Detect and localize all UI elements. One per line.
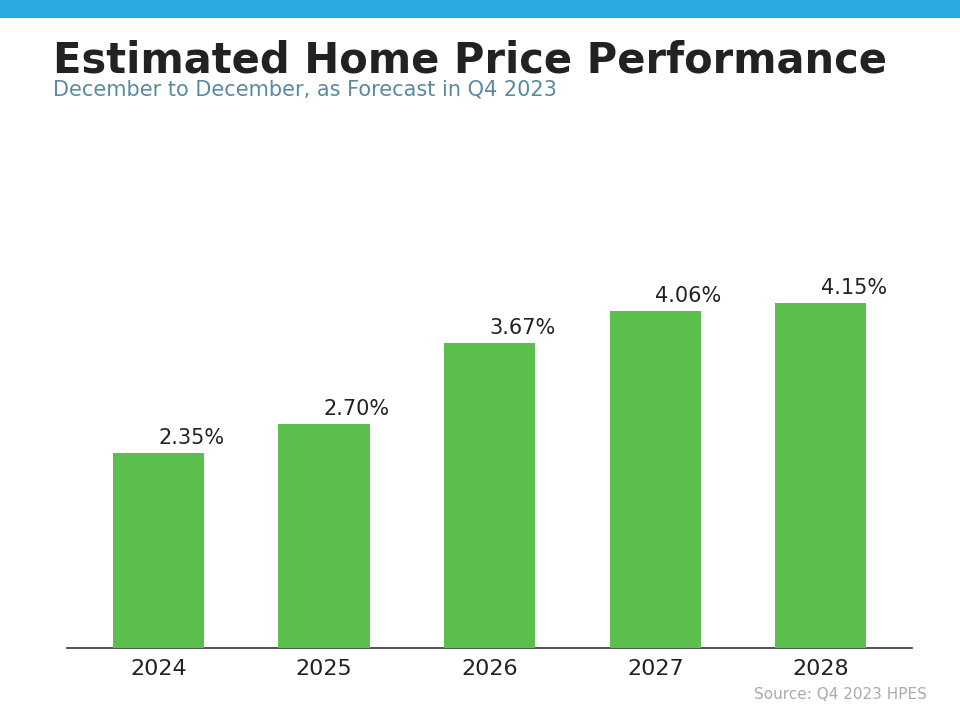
Text: Estimated Home Price Performance: Estimated Home Price Performance (53, 40, 887, 81)
Bar (278, 423, 370, 648)
Bar (776, 303, 867, 648)
Text: December to December, as Forecast in Q4 2023: December to December, as Forecast in Q4 … (53, 79, 557, 99)
Bar (444, 343, 535, 648)
Text: 4.06%: 4.06% (656, 286, 722, 306)
Bar (610, 311, 701, 648)
Text: 3.67%: 3.67% (490, 318, 556, 338)
Text: 2.35%: 2.35% (158, 428, 225, 448)
Bar (112, 453, 204, 648)
Text: 4.15%: 4.15% (821, 278, 887, 298)
Text: Source: Q4 2023 HPES: Source: Q4 2023 HPES (754, 687, 926, 702)
Text: 2.70%: 2.70% (324, 399, 390, 419)
